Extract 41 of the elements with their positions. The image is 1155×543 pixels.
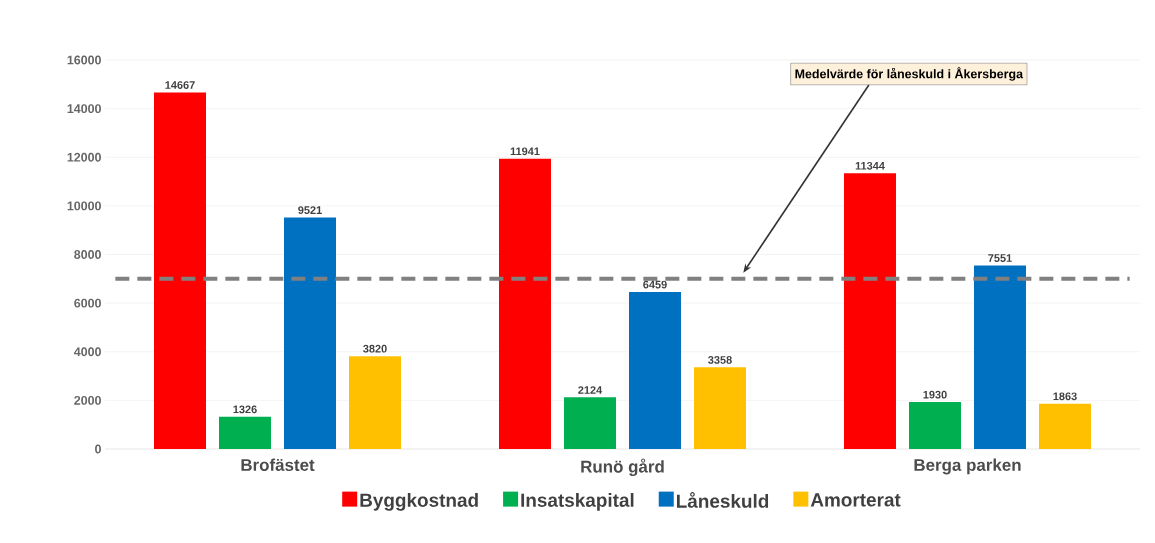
legend-label: Amorterat [810,493,901,507]
data-label: 1326 [233,405,257,414]
y-tick-label: 14000 [67,104,101,114]
bar [628,291,681,449]
y-tick-label: 2000 [74,395,101,405]
y-tick-label: 6000 [74,298,101,308]
data-label: 9521 [298,206,322,214]
data-label: 11941 [510,147,540,156]
bar [498,158,551,449]
y-tick-label: 10000 [67,201,101,211]
bar [563,397,616,449]
x-tick-label: Brofästet [241,458,315,471]
bar [908,402,961,449]
legend-label: Byggkostnad [360,493,478,511]
data-label: 2124 [578,386,603,394]
bar [349,356,401,449]
bar [154,92,206,449]
y-tick-label: 0 [95,444,101,454]
y-tick-label: 12000 [67,152,101,162]
y-tick-label: 16000 [67,55,101,65]
bar [219,416,271,449]
bar [973,265,1026,449]
bar [843,173,896,449]
data-label: 11344 [855,161,885,170]
data-label: 3820 [363,344,387,353]
bar [693,367,746,449]
data-label: 1930 [923,390,947,399]
data-label: 1863 [1053,392,1077,401]
x-tick-label: Runö gård [581,458,664,477]
annotation: Medelvärde för låneskuld i Åkersberga [795,67,1024,81]
legend-label: Låneskuld [676,492,769,508]
bar [284,217,336,449]
data-label: 7551 [988,254,1012,262]
data-label: 6459 [643,280,667,289]
legend-label: Insatskapital [521,493,634,511]
y-tick-label: 8000 [74,250,101,259]
y-tick-label: 4000 [73,347,101,357]
data-label: 14667 [165,81,195,89]
bar [1038,403,1091,449]
x-tick-label: Berga parken [914,458,1021,475]
data-label: 3358 [708,356,732,364]
